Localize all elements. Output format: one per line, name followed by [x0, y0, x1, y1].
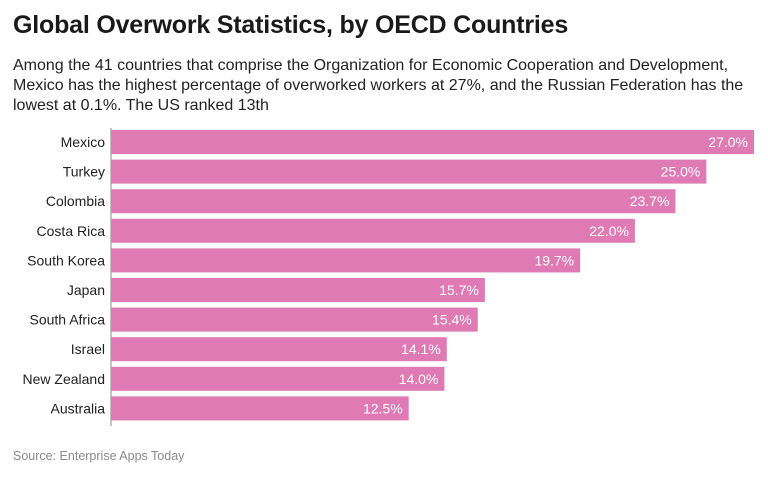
bar [111, 366, 445, 391]
bar [111, 307, 478, 332]
chart-title: Global Overwork Statistics, by OECD Coun… [13, 11, 569, 39]
category-label: South Africa [30, 312, 106, 328]
chart-subtitle: Among the 41 countries that comprise the… [13, 57, 744, 114]
bars-group: Mexico 27.0% Turkey 25.0% Colombia 23.7% Costa… [23, 130, 754, 421]
category-label: New Zealand [23, 371, 106, 387]
bar [111, 396, 409, 421]
value-label: 23.7% [630, 193, 670, 209]
value-label: 14.1% [401, 341, 441, 357]
value-label: 15.7% [439, 282, 479, 298]
bar [111, 159, 707, 184]
value-label: 25.0% [661, 164, 701, 180]
category-label: Mexico [61, 134, 106, 150]
bar [111, 337, 447, 362]
bar [111, 248, 581, 273]
bar [111, 130, 754, 154]
category-label: Colombia [46, 193, 105, 209]
category-label: Australia [51, 400, 106, 416]
source-note: Source: Enterprise Apps Today [13, 449, 185, 463]
value-label: 15.4% [432, 312, 472, 328]
category-label: Costa Rica [37, 223, 106, 239]
bar [111, 189, 676, 214]
value-label: 19.7% [534, 252, 574, 268]
value-label: 14.0% [399, 371, 439, 387]
bar [111, 278, 485, 302]
value-label: 12.5% [363, 400, 403, 416]
category-label: Israel [71, 341, 105, 357]
category-label: Japan [67, 282, 105, 298]
category-label: South Korea [27, 252, 105, 268]
value-label: 22.0% [589, 223, 629, 239]
bar [111, 218, 635, 243]
value-label: 27.0% [708, 134, 748, 150]
bar-chart: Mexico 27.0% Turkey 25.0% Colombia 23.7% Costa… [23, 128, 754, 426]
category-label: Turkey [63, 164, 105, 180]
